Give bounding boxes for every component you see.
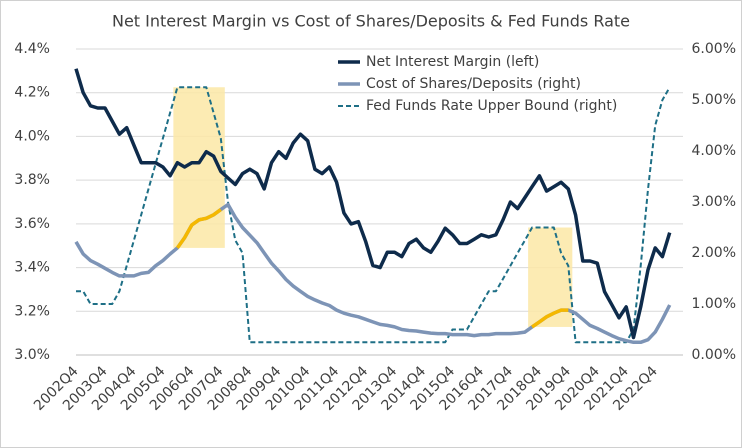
y2-tick-label: 4.00% <box>692 143 736 159</box>
highlight-box <box>528 227 573 327</box>
series-line <box>76 86 671 344</box>
chart-title: Net Interest Margin vs Cost of Shares/De… <box>112 12 630 31</box>
y2-tick-label: 0.00% <box>692 347 736 363</box>
highlight-line <box>175 208 222 249</box>
series-line <box>74 202 672 345</box>
y-tick-label: 3.6% <box>14 216 50 232</box>
y-tick-label: 3.8% <box>14 172 50 188</box>
legend-label: Cost of Shares/Deposits (right) <box>366 76 581 92</box>
y2-tick-label: 2.00% <box>692 245 736 261</box>
legend-label: Fed Funds Rate Upper Bound (right) <box>366 98 617 114</box>
y2-tick-label: 6.00% <box>692 41 736 57</box>
y-tick-label: 3.4% <box>14 260 50 276</box>
y2-tick-label: 3.00% <box>692 194 736 210</box>
legend-label: Net Interest Margin (left) <box>366 54 539 70</box>
highlight-line <box>531 308 569 329</box>
series-line <box>74 68 672 340</box>
y-tick-label: 4.4% <box>14 41 50 57</box>
y2-tick-label: 1.00% <box>692 296 736 312</box>
y-tick-label: 3.0% <box>14 347 50 363</box>
y-tick-label: 4.2% <box>14 85 50 101</box>
y2-tick-label: 5.00% <box>692 92 736 108</box>
y-tick-label: 3.2% <box>14 303 50 319</box>
y-tick-label: 4.0% <box>14 128 50 144</box>
